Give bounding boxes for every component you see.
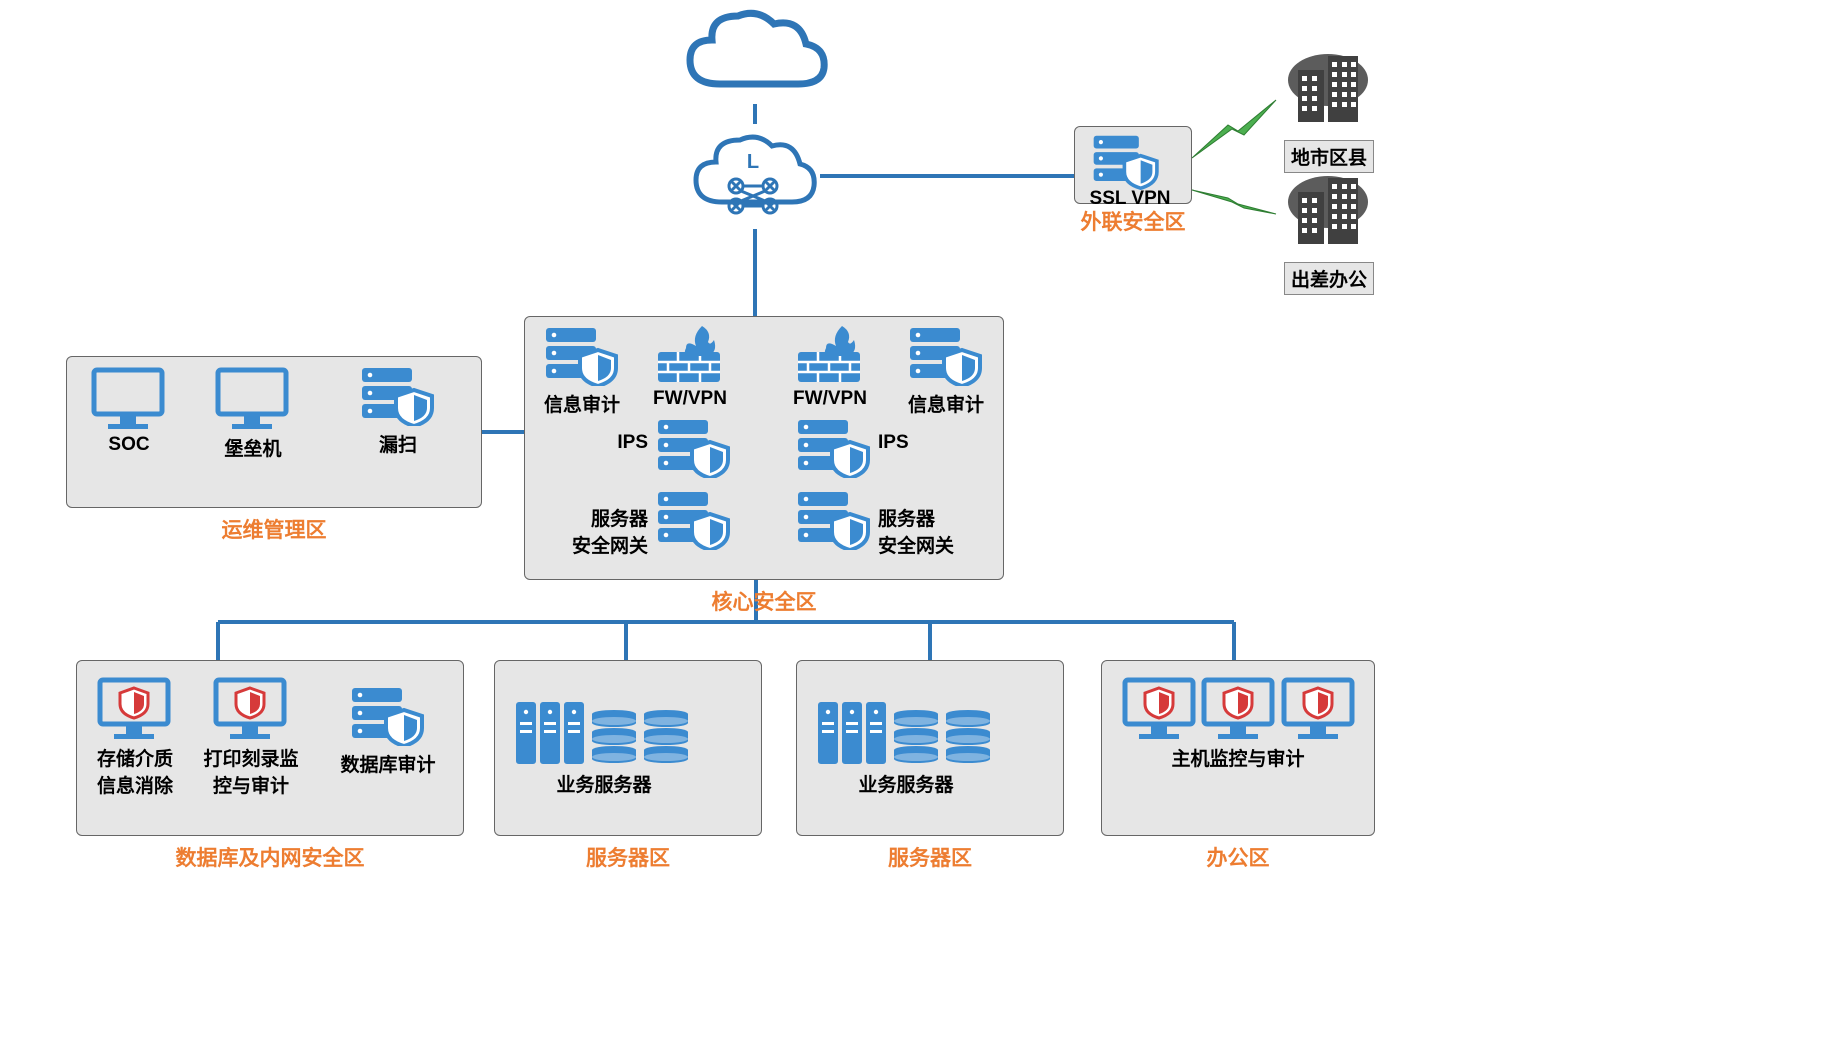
zone-srv1-title: 服务器区	[494, 842, 762, 872]
bizserver-icon	[818, 702, 994, 771]
fwvpn-label: FW/VPN	[642, 388, 738, 410]
zone-core-title: 核心安全区	[524, 586, 1004, 616]
vulnscan-icon	[360, 366, 436, 431]
item-icon	[1280, 676, 1358, 745]
bizserver-label: 业务服务器	[516, 770, 692, 797]
ips-icon	[796, 418, 872, 483]
fwvpn-icon	[796, 326, 864, 389]
zone-office-title: 办公区	[1101, 842, 1375, 872]
bizserver-label: 业务服务器	[818, 770, 994, 797]
fwvpn-icon	[656, 326, 724, 389]
building-city-icon	[1284, 50, 1372, 133]
print-icon	[212, 676, 290, 745]
hostmon-label: 主机监控与审计	[1111, 744, 1365, 771]
bastion-icon	[214, 366, 292, 435]
server_gw-label: 服务器安全网关	[556, 504, 648, 558]
storage-icon	[96, 676, 174, 745]
cloud-icon	[680, 4, 830, 109]
server_gw-icon	[796, 490, 872, 555]
dbaudit-label: 数据库审计	[336, 750, 440, 777]
server_gw-icon	[656, 490, 732, 555]
ips-label: IPS	[878, 432, 970, 454]
item-icon	[1200, 676, 1278, 745]
vulnscan-label: 漏扫	[346, 430, 450, 457]
soc-label: SOC	[76, 434, 182, 456]
zone-ext-title: 外联安全区	[1074, 206, 1192, 236]
info_audit-icon	[544, 326, 620, 391]
sslvpn-icon	[1088, 134, 1168, 195]
print-label: 打印刻录监控与审计	[198, 744, 304, 798]
dbaudit-icon	[350, 686, 426, 751]
building-travel-label: 出差办公	[1284, 262, 1374, 295]
bizserver-icon	[516, 702, 692, 771]
fwvpn-label: FW/VPN	[782, 388, 878, 410]
zone-srv2-title: 服务器区	[796, 842, 1064, 872]
bastion-label: 堡垒机	[200, 434, 306, 461]
cloud-router-icon: L	[686, 124, 820, 229]
ips-icon	[656, 418, 732, 483]
item-icon	[1121, 676, 1199, 745]
building-travel-icon	[1284, 172, 1372, 255]
info_audit-icon	[908, 326, 984, 391]
sslvpn-label: SSL VPN	[1080, 188, 1180, 210]
zone-db-title: 数据库及内网安全区	[76, 842, 464, 872]
building-city-label: 地市区县	[1284, 140, 1374, 173]
server_gw-label: 服务器安全网关	[878, 504, 970, 558]
svg-text:L: L	[747, 151, 759, 173]
zone-ops-title: 运维管理区	[66, 514, 482, 544]
info_audit-label: 信息审计	[530, 390, 634, 417]
storage-label: 存储介质信息消除	[82, 744, 188, 798]
ips-label: IPS	[556, 432, 648, 454]
soc-icon	[90, 366, 168, 435]
info_audit-label: 信息审计	[894, 390, 998, 417]
